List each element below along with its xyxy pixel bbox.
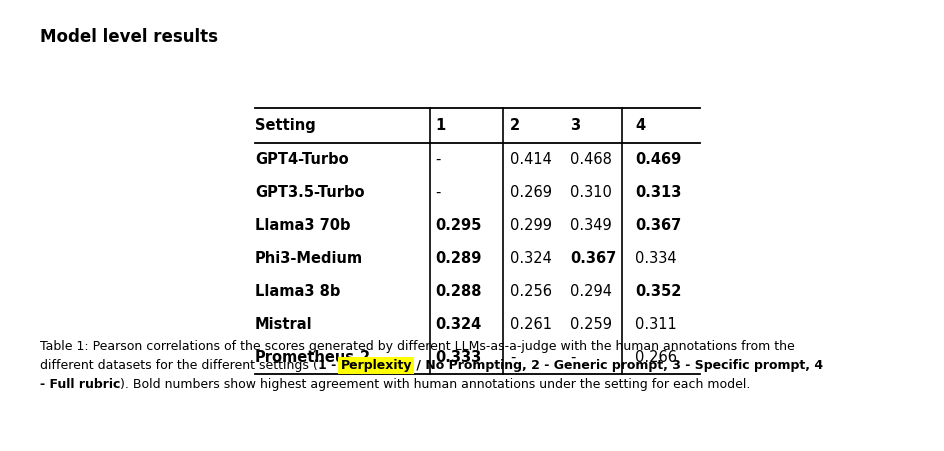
Text: 0.311: 0.311 <box>634 317 676 332</box>
Text: 0.259: 0.259 <box>569 317 612 332</box>
Text: 0.310: 0.310 <box>569 185 611 200</box>
Text: Mistral: Mistral <box>255 317 312 332</box>
Text: ). Bold numbers show highest agreement with human annotations under the setting : ). Bold numbers show highest agreement w… <box>120 378 750 391</box>
Text: 0.469: 0.469 <box>634 152 681 167</box>
Text: -: - <box>434 152 440 167</box>
Text: 2: 2 <box>510 118 519 133</box>
Text: 0.324: 0.324 <box>434 317 480 332</box>
Text: 0.334: 0.334 <box>634 251 676 266</box>
Text: 1 -: 1 - <box>317 359 340 372</box>
Text: 4: 4 <box>634 118 645 133</box>
Text: GPT4-Turbo: GPT4-Turbo <box>255 152 348 167</box>
Text: -: - <box>434 185 440 200</box>
Text: Prometheus-2: Prometheus-2 <box>255 350 371 365</box>
Text: Llama3 70b: Llama3 70b <box>255 218 350 233</box>
Text: / No Prompting, 2 - Generic prompt, 3 - Specific prompt, 4: / No Prompting, 2 - Generic prompt, 3 - … <box>412 359 822 372</box>
Text: 0.266: 0.266 <box>634 350 676 365</box>
Text: 0.333: 0.333 <box>434 350 480 365</box>
Text: Model level results: Model level results <box>40 28 218 46</box>
Text: 0.324: 0.324 <box>510 251 551 266</box>
Text: 0.256: 0.256 <box>510 284 551 299</box>
Text: 0.349: 0.349 <box>569 218 611 233</box>
Text: 0.352: 0.352 <box>634 284 681 299</box>
Text: Llama3 8b: Llama3 8b <box>255 284 340 299</box>
Text: -: - <box>569 350 575 365</box>
Text: 0.414: 0.414 <box>510 152 551 167</box>
Text: 0.289: 0.289 <box>434 251 480 266</box>
Text: different datasets for the different settings (: different datasets for the different set… <box>40 359 317 372</box>
Text: 0.367: 0.367 <box>569 251 615 266</box>
Text: 0.269: 0.269 <box>510 185 551 200</box>
Text: Phi3-Medium: Phi3-Medium <box>255 251 362 266</box>
Text: 0.367: 0.367 <box>634 218 681 233</box>
Text: 0.294: 0.294 <box>569 284 612 299</box>
Text: Perplexity: Perplexity <box>340 359 412 372</box>
Text: 0.313: 0.313 <box>634 185 681 200</box>
Text: 0.288: 0.288 <box>434 284 481 299</box>
Text: 0.299: 0.299 <box>510 218 551 233</box>
Text: 0.261: 0.261 <box>510 317 551 332</box>
Text: 1: 1 <box>434 118 445 133</box>
Text: 0.295: 0.295 <box>434 218 480 233</box>
Text: 0.468: 0.468 <box>569 152 611 167</box>
Text: -: - <box>510 350 514 365</box>
Text: 3: 3 <box>569 118 580 133</box>
Text: Table 1: Pearson correlations of the scores generated by different LLMs-as-a-jud: Table 1: Pearson correlations of the sco… <box>40 340 794 353</box>
Text: - Full rubric: - Full rubric <box>40 378 120 391</box>
Text: GPT3.5-Turbo: GPT3.5-Turbo <box>255 185 364 200</box>
Text: Setting: Setting <box>255 118 315 133</box>
